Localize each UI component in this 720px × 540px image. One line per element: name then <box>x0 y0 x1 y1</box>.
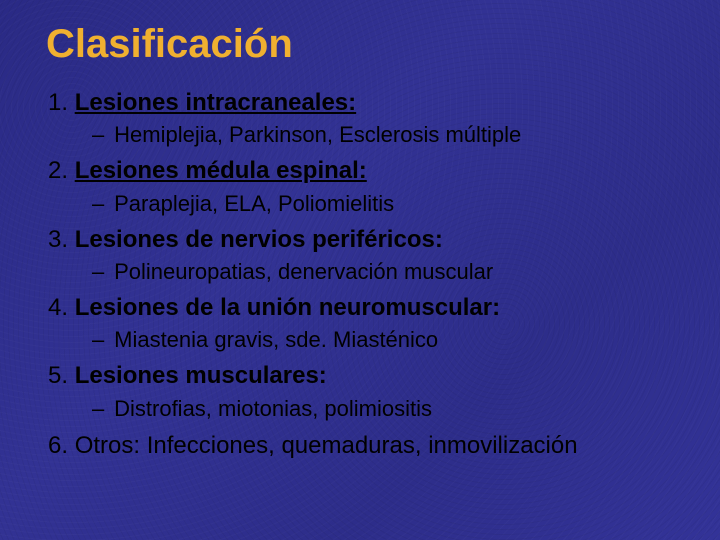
item-sub-1: – Hemiplejia, Parkinson, Esclerosis múlt… <box>92 119 710 151</box>
item-header-3: 3. Lesiones de nervios periféricos: <box>48 224 710 256</box>
list-item: 5. Lesiones musculares: – Distrofias, mi… <box>48 360 710 424</box>
dash-icon: – <box>92 324 108 356</box>
item-number: 2. <box>48 157 68 184</box>
item-label: Lesiones médula espinal: <box>75 157 367 184</box>
item-sub-2: – Paraplejia, ELA, Poliomielitis <box>92 188 710 220</box>
item-sub-4: – Miastenia gravis, sde. Miasténico <box>92 324 710 356</box>
item-sub-text: Hemiplejia, Parkinson, Esclerosis múltip… <box>114 122 521 147</box>
item-sub-text: Polineuropatias, denervación muscular <box>114 259 493 284</box>
item-label: Lesiones de nervios periféricos: <box>75 226 443 253</box>
item-number: 5. <box>48 362 68 389</box>
item-sub-5: – Distrofias, miotonias, polimiositis <box>92 393 710 425</box>
item-number: 1. <box>48 89 68 116</box>
dash-icon: – <box>92 393 108 425</box>
item-number: 6. <box>48 432 68 459</box>
dash-icon: – <box>92 256 108 288</box>
dash-icon: – <box>92 188 108 220</box>
list-item: 1. Lesiones intracraneales: – Hemiplejia… <box>48 87 710 151</box>
item-label: Lesiones de la unión neuromuscular: <box>75 294 500 321</box>
item-sub-text: Distrofias, miotonias, polimiositis <box>114 396 432 421</box>
item-number: 4. <box>48 294 68 321</box>
list-item: 4. Lesiones de la unión neuromuscular: –… <box>48 292 710 356</box>
item-label: Lesiones intracraneales: <box>75 89 356 116</box>
item-header-5: 5. Lesiones musculares: <box>48 360 710 392</box>
item-sub-3: – Polineuropatias, denervación muscular <box>92 256 710 288</box>
list-item-6: 6. Otros: Infecciones, quemaduras, inmov… <box>48 430 710 462</box>
list-item: 2. Lesiones médula espinal: – Paraplejia… <box>48 155 710 219</box>
item-number: 3. <box>48 226 68 253</box>
item-header-2: 2. Lesiones médula espinal: <box>48 155 710 187</box>
item-header-4: 4. Lesiones de la unión neuromuscular: <box>48 292 710 324</box>
item-sub-text: Paraplejia, ELA, Poliomielitis <box>114 191 394 216</box>
list-item: 3. Lesiones de nervios periféricos: – Po… <box>48 224 710 288</box>
item-sub-text: Miastenia gravis, sde. Miasténico <box>114 327 438 352</box>
item-header-1: 1. Lesiones intracraneales: <box>48 87 710 119</box>
dash-icon: – <box>92 119 108 151</box>
item-label: Lesiones musculares: <box>75 362 327 389</box>
slide-title: Clasificación <box>46 22 710 67</box>
item-6-text: Otros: Infecciones, quemaduras, inmovili… <box>75 432 578 459</box>
